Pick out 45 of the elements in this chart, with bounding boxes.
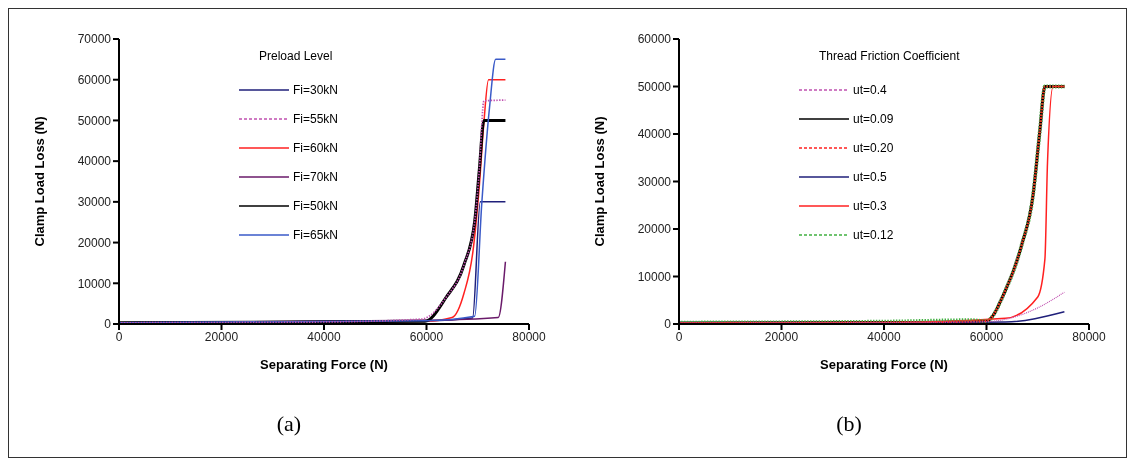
legend-label: ut=0.5 [853, 169, 887, 184]
x-tick-label: 60000 [969, 329, 1004, 344]
y-tick-label: 10000 [637, 269, 672, 284]
legend-label: ut=0.20 [853, 140, 894, 155]
y-axis-title: Clamp Load Loss (N) [591, 116, 607, 247]
y-tick-label: 60000 [637, 32, 672, 47]
legend-title: Preload Level [259, 49, 334, 63]
y-tick-label: 20000 [637, 222, 672, 237]
x-tick-label: 80000 [1072, 329, 1107, 344]
y-tick-label: 40000 [77, 154, 112, 169]
x-tick-label: 20000 [204, 329, 239, 344]
legend-title: Thread Friction Coefficient [819, 49, 960, 63]
legend-label: Fi=50kN [293, 198, 339, 213]
y-tick-label: 0 [104, 317, 112, 332]
x-tick-label: 0 [675, 329, 683, 344]
y-tick-label: 10000 [77, 276, 112, 291]
y-tick-label: 60000 [77, 72, 112, 87]
legend-label: ut=0.4 [853, 82, 887, 97]
x-tick-label: 40000 [307, 329, 342, 344]
text: (a) [275, 411, 303, 437]
y-tick-label: 30000 [77, 195, 112, 210]
x-tick-label: 0 [115, 329, 123, 344]
x-tick-label: 40000 [867, 329, 902, 344]
legend-label: Fi=60kN [293, 140, 339, 155]
y-tick-label: 20000 [77, 235, 112, 250]
legend-label: Fi=30kN [293, 82, 339, 97]
x-tick-label: 20000 [764, 329, 799, 344]
text: (b) [835, 411, 863, 437]
y-tick-label: 50000 [637, 79, 672, 94]
x-tick-label: 60000 [409, 329, 444, 344]
y-tick-label: 0 [664, 317, 672, 332]
y-tick-label: 40000 [637, 127, 672, 142]
legend-label: ut=0.09 [853, 111, 894, 126]
legend-label: Fi=65kN [293, 227, 339, 242]
legend-label: ut=0.3 [853, 198, 887, 213]
x-tick-label: 80000 [512, 329, 547, 344]
x-axis-title: Separating Force (N) [820, 357, 948, 372]
legend-label: ut=0.12 [853, 227, 894, 242]
legend-label: Fi=55kN [293, 111, 339, 126]
y-tick-label: 30000 [637, 174, 672, 189]
x-axis-title: Separating Force (N) [260, 357, 388, 372]
legend-label: Fi=70kN [293, 169, 339, 184]
y-axis-title: Clamp Load Loss (N) [31, 116, 47, 247]
y-tick-label: 70000 [77, 32, 112, 47]
y-tick-label: 50000 [77, 113, 112, 128]
